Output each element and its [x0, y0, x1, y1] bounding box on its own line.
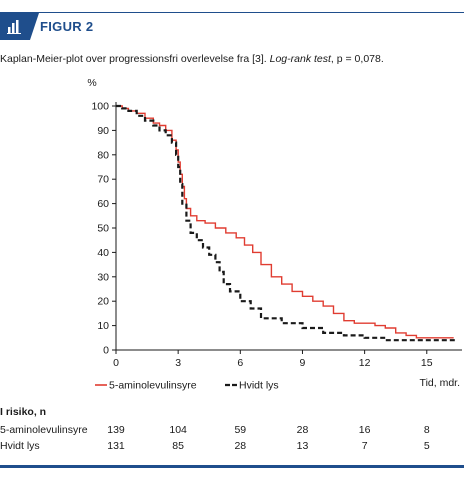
risk-cell: 8 [423, 424, 430, 436]
risk-cell: 7 [361, 440, 368, 452]
top-rule [0, 12, 464, 13]
y-tick-label: 100 [91, 101, 109, 113]
y-tick-label: 90 [97, 125, 109, 137]
figure-label: FIGUR 2 [40, 19, 94, 34]
series-line-white-light [116, 104, 455, 343]
y-tick-label: 50 [97, 223, 109, 235]
y-tick-label: 40 [97, 247, 109, 259]
risk-cell: 85 [172, 440, 184, 452]
y-tick-label: 20 [97, 296, 109, 308]
x-tick-label: 3 [175, 357, 181, 369]
y-tick-label: 0 [103, 345, 109, 357]
risk-table-title: I risiko, n [0, 406, 47, 418]
x-tick-label: 12 [359, 357, 371, 369]
x-tick-label: 15 [421, 357, 433, 369]
risk-cell: 28 [234, 440, 247, 452]
kaplan-meier-chart: 0 10 20 30 40 50 60 70 80 90 100 0 3 6 9 12 15% Tid, mdr.… [87, 77, 462, 392]
series-line-ala [116, 105, 454, 339]
bottom-rule [0, 465, 464, 468]
x-tick-label: 9 [300, 357, 306, 369]
risk-cell: 16 [358, 424, 371, 436]
x-tick-label: 6 [237, 357, 243, 369]
risk-row-name: Hvidt lys [0, 440, 40, 452]
caption-p-value: , p = 0,078. [330, 53, 384, 65]
legend-entry: 5-aminolevulinsyre [109, 380, 197, 392]
risk-row-name: 5-aminolevulinsyre [0, 424, 88, 436]
risk-cell: 131 [107, 440, 125, 452]
risk-cell: 139 [107, 424, 125, 436]
x-tick-label: 0 [113, 357, 119, 369]
risk-cell: 13 [296, 440, 309, 452]
risk-cell: 5 [423, 440, 430, 452]
risk-cell: 59 [234, 424, 247, 436]
caption-text: Kaplan-Meier-plot over progressionsfri o… [0, 53, 270, 65]
legend-entry: Hvidt lys [239, 380, 279, 392]
y-tick-label: 30 [97, 271, 109, 283]
bar-chart-icon [7, 20, 21, 34]
figure-caption: Kaplan-Meier-plot over progressionsfri o… [0, 53, 384, 65]
caption-test-name: Log-rank test [269, 53, 331, 65]
y-tick-label: 60 [97, 198, 109, 210]
y-tick-label: 10 [97, 320, 109, 332]
risk-cell: 28 [296, 424, 309, 436]
y-axis-label: % [87, 77, 96, 89]
y-tick-label: 70 [97, 174, 109, 186]
y-tick-label: 80 [97, 149, 109, 161]
figure-badge [0, 13, 39, 40]
x-axis-label: Tid, mdr. [420, 377, 460, 389]
risk-cell: 104 [169, 424, 187, 436]
